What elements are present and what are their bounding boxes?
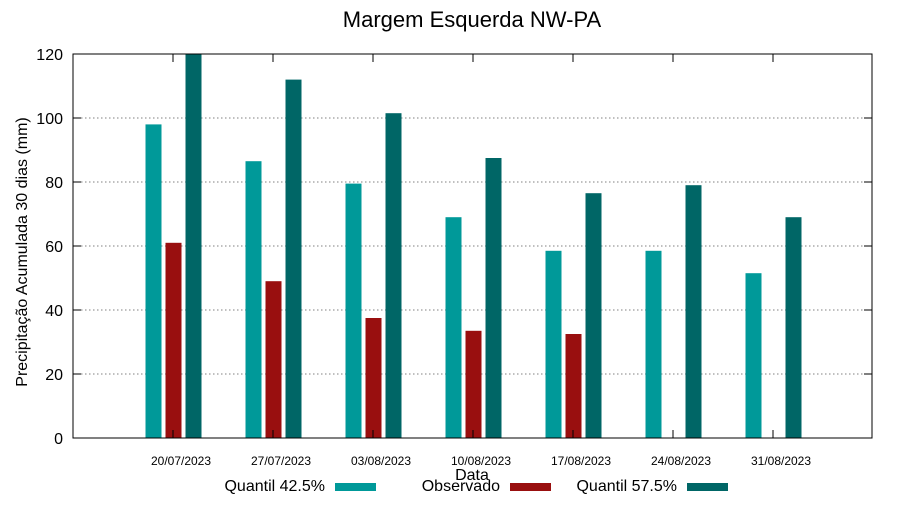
legend: Quantil 42.5% Observado Quantil 57.5% [224, 478, 728, 495]
bar-observado-0 [165, 242, 182, 438]
legend-label: Quantil 42.5% [224, 478, 325, 495]
bar-quantil-57-5--3 [485, 158, 502, 438]
bar-quantil-42-5--6 [745, 273, 762, 438]
x-axis-label: Data [455, 467, 489, 484]
y-tick-label: 100 [36, 111, 63, 128]
legend-swatch-quantil-42-5- [335, 483, 376, 491]
legend-label: Quantil 57.5% [576, 478, 677, 495]
bar-observado-2 [365, 318, 382, 438]
y-tick-label: 60 [45, 239, 63, 256]
x-tick-label: 31/08/2023 [751, 454, 811, 468]
x-tick-label: 20/07/2023 [151, 454, 211, 468]
x-tick-label: 17/08/2023 [551, 454, 611, 468]
bar-quantil-57-5--0 [185, 54, 202, 438]
grid-layer [73, 117, 872, 375]
x-tick-label: 03/08/2023 [351, 454, 411, 468]
bar-quantil-57-5--1 [285, 79, 302, 438]
y-axis-label: Precipitação Acumulada 30 dias (mm) [14, 117, 31, 386]
bar-quantil-57-5--4 [585, 193, 602, 438]
bar-observado-3 [465, 330, 482, 438]
y-tick-label: 0 [54, 431, 63, 448]
axes-layer: 0 20 40 60 80 100 120 20/07/2023 27/07/2023 03/08… [36, 47, 873, 468]
chart-title: Margem Esquerda NW-PA [343, 7, 602, 32]
bar-quantil-42-5--2 [345, 183, 362, 438]
bar-quantil-57-5--6 [785, 217, 802, 438]
x-tick-label: 10/08/2023 [451, 454, 511, 468]
legend-swatch-quantil-57-5- [687, 483, 728, 491]
plot-frame [72, 53, 873, 439]
x-tick-label: 24/08/2023 [651, 454, 711, 468]
bar-quantil-57-5--5 [685, 185, 702, 438]
bars-layer [145, 54, 802, 439]
bar-observado-1 [265, 281, 282, 438]
y-tick-label: 20 [45, 367, 63, 384]
legend-swatch-observado [510, 483, 551, 491]
bar-quantil-57-5--2 [385, 113, 402, 438]
y-tick-label: 120 [36, 47, 63, 64]
legend-label: Observado [422, 478, 500, 495]
bar-quantil-42-5--0 [145, 124, 162, 439]
bar-quantil-42-5--4 [545, 250, 562, 438]
y-tick-label: 80 [45, 175, 63, 192]
bar-quantil-42-5--1 [245, 161, 262, 438]
bar-quantil-42-5--5 [645, 250, 662, 438]
bar-observado-4 [565, 334, 582, 438]
bar-quantil-42-5--3 [445, 217, 462, 438]
y-tick-label: 40 [45, 303, 63, 320]
x-tick-label: 27/07/2023 [251, 454, 311, 468]
